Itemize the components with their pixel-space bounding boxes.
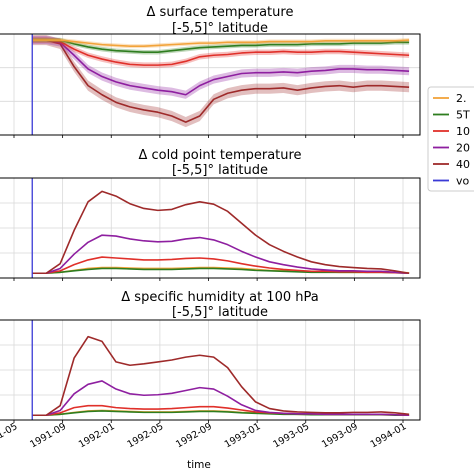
legend-label: vo xyxy=(456,175,470,188)
series-c40-uncertainty-band xyxy=(32,34,410,128)
series-c20-line xyxy=(32,234,410,275)
series-c40-line xyxy=(32,190,410,275)
x-tick-label: 1993-01 xyxy=(223,421,263,450)
legend-label: 40 xyxy=(456,158,470,171)
panel-1-title-line1: Δ surface temperature xyxy=(147,5,294,20)
series-c20-line xyxy=(32,380,410,417)
x-tick-label: 1991-09 xyxy=(28,421,68,450)
series-c40-line xyxy=(32,39,410,123)
panel-1-title-line2: [-5,5]° latitude xyxy=(172,21,268,36)
plot-frame xyxy=(0,177,421,279)
series-c10-line xyxy=(32,256,410,275)
x-tick-label: 1991-05 xyxy=(0,421,20,450)
panel-2-title-line1: Δ cold point temperature xyxy=(138,148,301,163)
legend-label: 20 xyxy=(456,142,470,155)
x-tick-label: 1992-05 xyxy=(125,421,165,450)
x-tick-label: 1993-05 xyxy=(271,421,311,450)
series-c20-line xyxy=(32,39,410,96)
x-axis-label: time xyxy=(187,459,211,471)
legend-box xyxy=(427,86,474,192)
series-c5-line xyxy=(32,39,410,54)
x-tick-label: 1992-01 xyxy=(77,421,117,450)
panel-3-title-line1: Δ specific humidity at 100 hPa xyxy=(121,290,318,305)
legend-label: 2. xyxy=(456,92,467,105)
series-c20-uncertainty-band xyxy=(32,35,410,99)
plot-frame xyxy=(0,33,421,136)
series-c40-line xyxy=(32,335,410,417)
legend: 2. 5T 10 20 40 vo xyxy=(427,86,474,192)
x-tick-labels: 1991-05 1991-09 1992-01 1992-05 1992-09 1993-… xyxy=(0,421,409,450)
x-tick-label: 1994-01 xyxy=(369,421,409,450)
series-c2-line xyxy=(32,39,410,47)
x-tick-label: 1993-09 xyxy=(320,421,360,450)
panel-3-title-line2: [-5,5]° latitude xyxy=(172,305,268,320)
series-c10-uncertainty-band xyxy=(32,37,410,68)
panel-specific-humidity xyxy=(0,319,421,423)
x-tick-label: 1992-09 xyxy=(174,421,214,450)
series-c10-line xyxy=(32,39,410,66)
panel-surface-temperature xyxy=(0,33,421,138)
plot-frame xyxy=(0,319,421,421)
panel-2-title-line2: [-5,5]° latitude xyxy=(172,163,268,178)
panel-cold-point-temperature xyxy=(0,177,421,281)
legend-label: 5T xyxy=(456,109,470,122)
legend-label: 10 xyxy=(456,125,470,138)
